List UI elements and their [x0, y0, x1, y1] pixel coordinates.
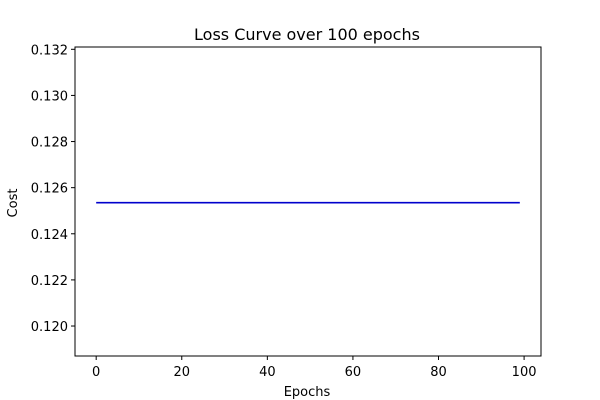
- x-tick-label: 0: [92, 365, 100, 380]
- x-tick-label: 80: [430, 365, 447, 380]
- y-tick-label: 0.128: [31, 136, 68, 151]
- y-tick-label: 0.120: [31, 320, 68, 335]
- y-tick-label: 0.122: [31, 274, 68, 289]
- x-tick-label: 100: [512, 365, 537, 380]
- y-tick-label: 0.124: [31, 228, 68, 243]
- x-axis-label: Epochs: [284, 385, 331, 400]
- y-axis-label: Cost: [6, 189, 21, 218]
- plot-frame: [74, 46, 542, 357]
- y-tick-label: 0.126: [31, 182, 68, 197]
- chart-title: Loss Curve over 100 epochs: [194, 25, 420, 44]
- y-tick-label: 0.132: [31, 43, 68, 58]
- y-tick-label: 0.130: [31, 89, 68, 104]
- x-tick-label: 20: [173, 365, 190, 380]
- x-tick-label: 60: [345, 365, 362, 380]
- x-tick-label: 40: [259, 365, 276, 380]
- plot-area: 0 20 40 60 80 100 0.120 0.122 0.124 0.126 0.128 0.1…: [31, 43, 542, 380]
